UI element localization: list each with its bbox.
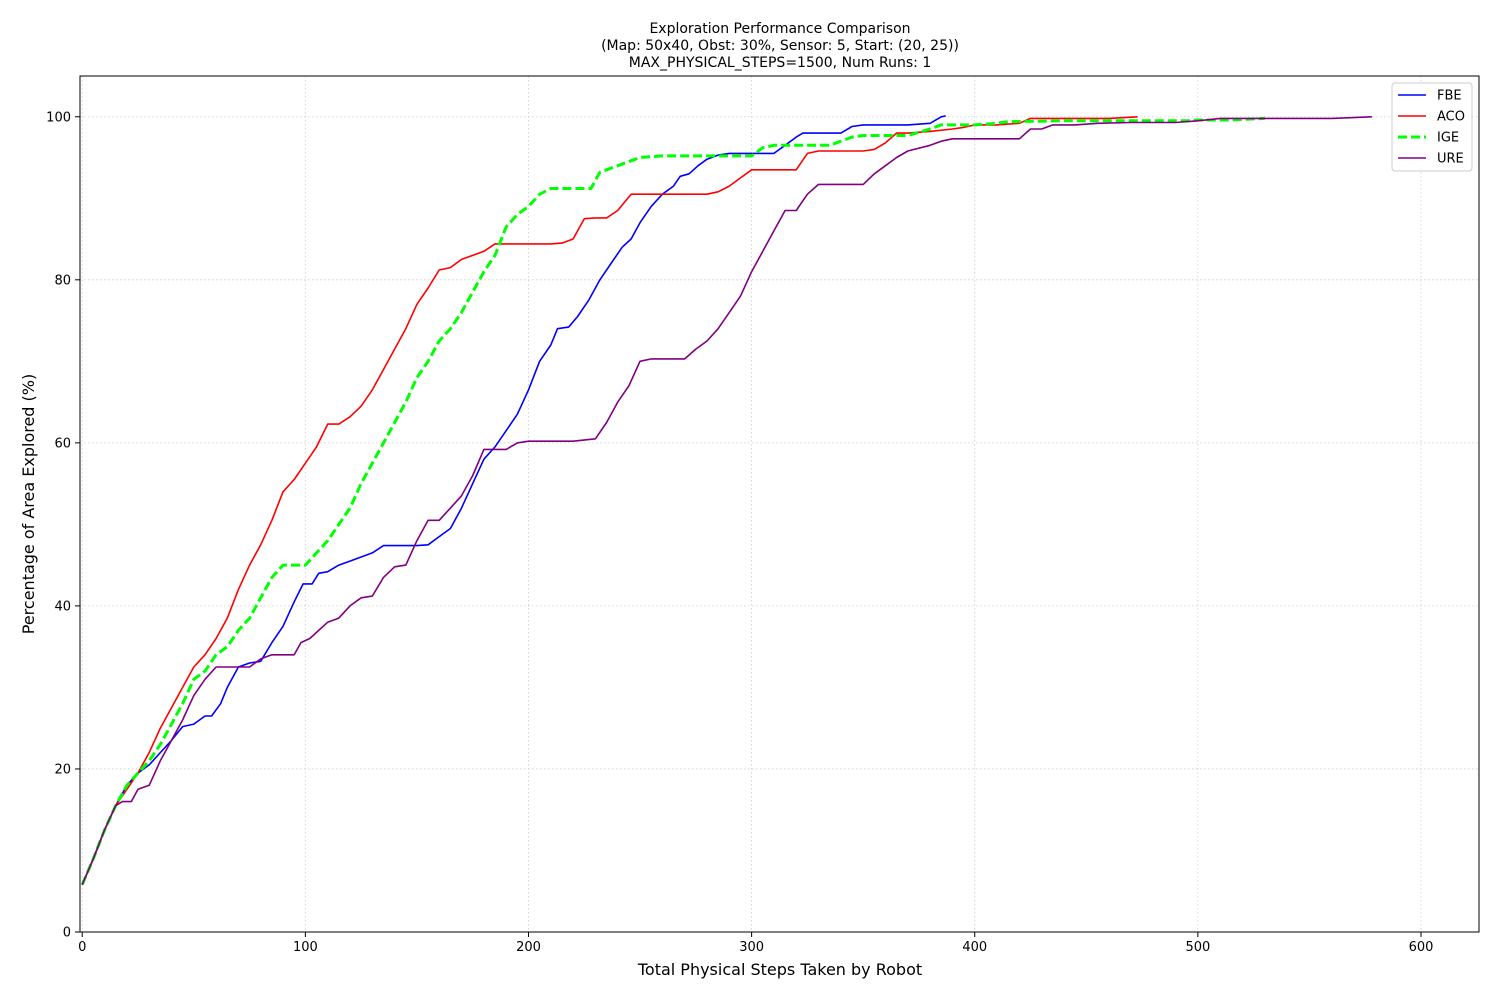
y-tick-label: 0 <box>63 926 71 941</box>
y-tick-label: 80 <box>54 273 71 288</box>
x-tick-label: 600 <box>1409 940 1434 955</box>
legend-label-ure: URE <box>1437 152 1464 167</box>
legend-label-ige: IGE <box>1437 131 1459 146</box>
legend-box <box>1391 82 1473 172</box>
x-tick-label: 300 <box>739 940 764 955</box>
chart-title: Exploration Performance Comparison (Map:… <box>601 21 959 71</box>
series-line-ure <box>81 116 1372 886</box>
legend-label-fbe: FBE <box>1437 89 1462 104</box>
plot-frame <box>79 75 1480 933</box>
y-tick-label: 40 <box>54 599 71 614</box>
axis-ticks: 0 100 200 300 400 500 600 0 20 40 60 80 100 <box>46 110 1433 955</box>
y-tick-label: 100 <box>46 110 71 125</box>
chart-title-line-1: Exploration Performance Comparison <box>649 21 910 37</box>
chart-title-line-2: (Map: 50x40, Obst: 30%, Sensor: 5, Start… <box>601 38 959 54</box>
chart-title-line-3: MAX_PHYSICAL_STEPS=1500, Num Runs: 1 <box>629 55 931 71</box>
plot-series <box>80 115 1372 886</box>
x-tick-label: 500 <box>1185 940 1210 955</box>
x-tick-label: 400 <box>962 940 987 955</box>
legend: FBE ACO IGE URE <box>1391 82 1473 172</box>
y-tick-label: 60 <box>54 436 71 451</box>
x-axis-label: Total Physical Steps Taken by Robot <box>637 960 922 979</box>
y-tick-label: 20 <box>54 762 71 777</box>
x-tick-label: 0 <box>78 940 86 955</box>
y-axis-label: Percentage of Area Explored (%) <box>19 374 38 634</box>
series-line-fbe <box>81 115 946 886</box>
x-tick-label: 100 <box>293 940 318 955</box>
x-tick-label: 200 <box>516 940 541 955</box>
legend-label-aco: ACO <box>1437 110 1465 125</box>
series-line-ige <box>80 116 1265 886</box>
